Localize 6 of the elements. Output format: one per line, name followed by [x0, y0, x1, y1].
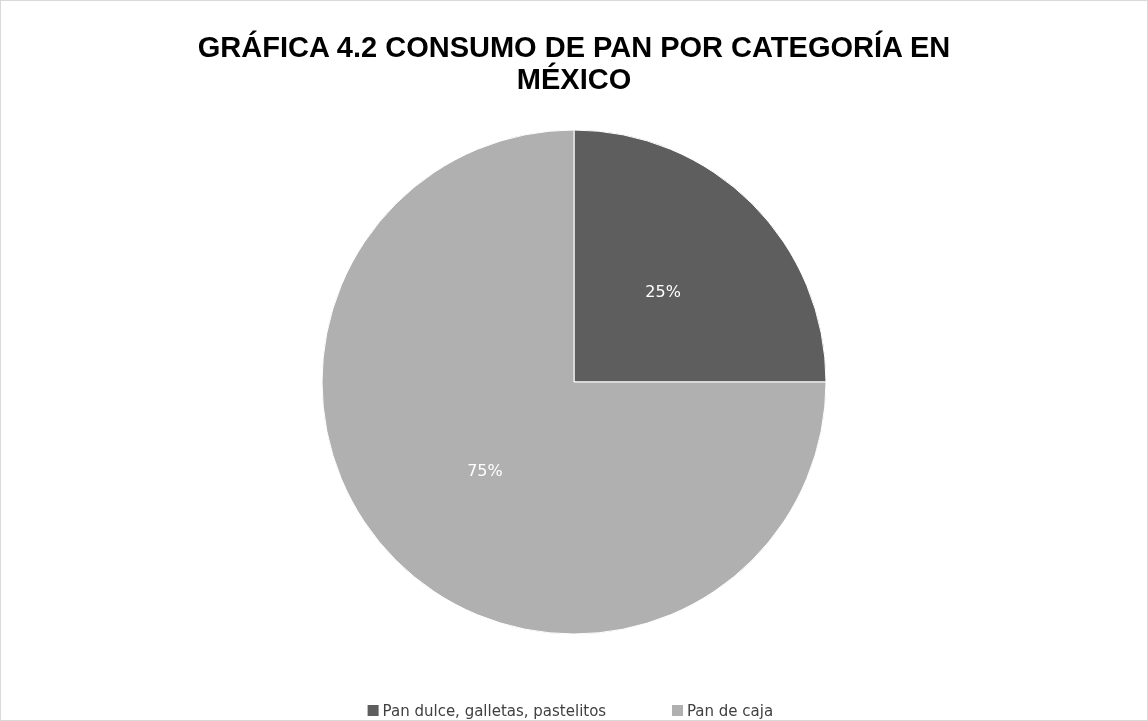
chart-title: GRÁFICA 4.2 CONSUMO DE PAN POR CATEGORÍA EN MÉXICO	[197, 30, 951, 95]
legend-label: Pan de caja	[687, 702, 774, 720]
data-label: 75%	[467, 460, 503, 480]
pie-slice	[321, 129, 827, 635]
legend-label: Pan dulce, galletas, pastelitos	[382, 702, 607, 720]
data-label: 25%	[645, 282, 681, 302]
